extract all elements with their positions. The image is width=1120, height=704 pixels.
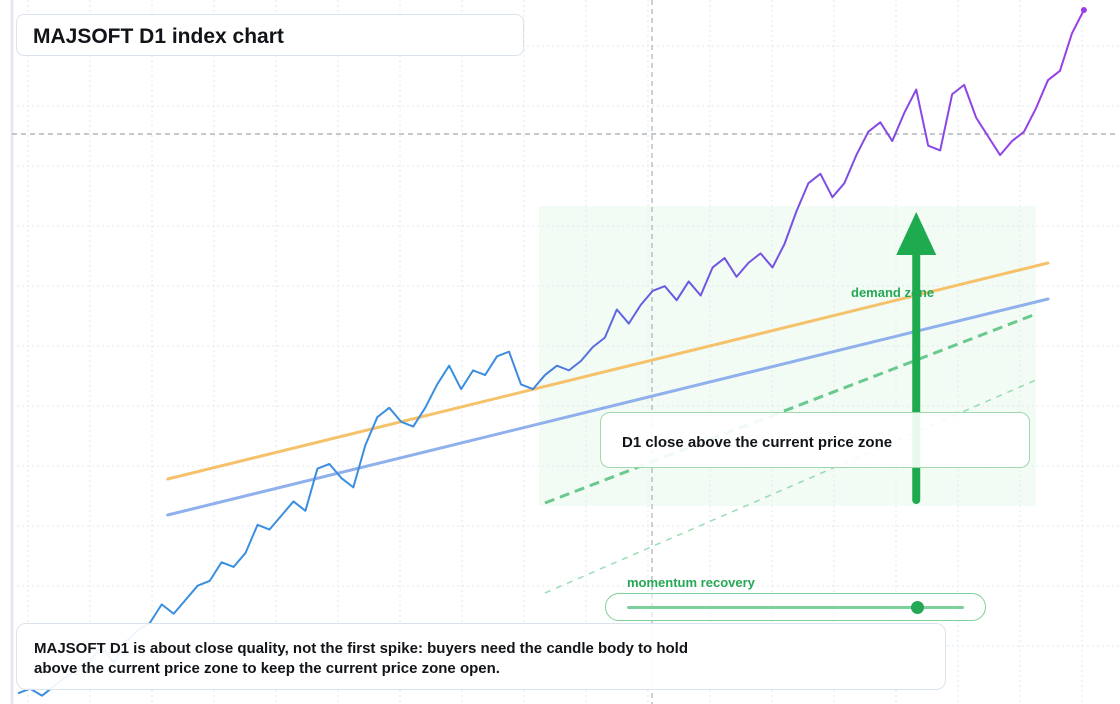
demand-zone-label: demand zone (851, 285, 935, 300)
momentum-knob (910, 601, 924, 614)
close-note-card: D1 close above the current price zone (600, 412, 1030, 468)
upper-channel-line (166, 261, 1050, 481)
dashed-trend-1 (544, 312, 1037, 505)
caption-card: MAJSOFT D1 is about close quality, not t… (16, 623, 946, 690)
close-note-text: D1 close above the current price zone (622, 434, 893, 451)
chart-title: MAJSOFT D1 index chart (33, 25, 284, 48)
momentum-label: momentum recovery (627, 575, 755, 590)
momentum-gauge (605, 593, 986, 621)
momentum-bar (627, 606, 964, 609)
caption-text: MAJSOFT D1 is about close quality, not t… (34, 640, 688, 677)
up-arrow-head (896, 212, 937, 255)
title-card: MAJSOFT D1 index chart (16, 14, 524, 56)
last-price-point (1080, 7, 1087, 13)
price-series-line (17, 9, 1085, 697)
